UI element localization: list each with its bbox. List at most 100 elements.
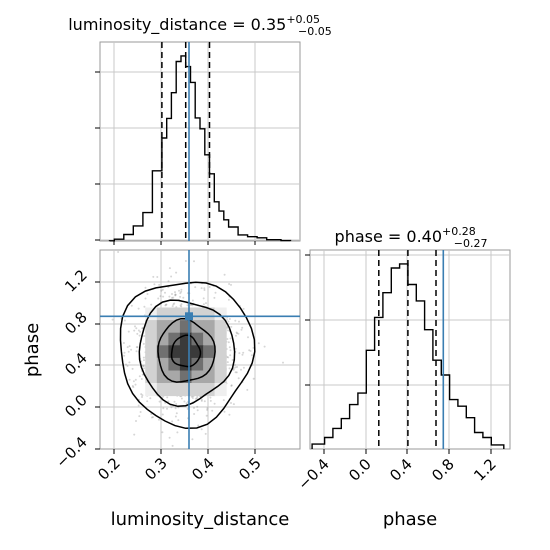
density-cell <box>179 357 192 371</box>
density-cell <box>179 383 192 397</box>
histogram-step <box>108 55 292 242</box>
sample-point <box>174 293 177 296</box>
sample-point <box>196 395 199 398</box>
sample-point <box>158 283 161 286</box>
sample-point <box>139 411 142 413</box>
sample-point <box>242 307 245 310</box>
sample-point <box>200 398 203 401</box>
sample-point <box>138 415 141 418</box>
sample-point <box>227 341 230 344</box>
sample-point <box>205 302 207 305</box>
density-cell <box>156 345 169 359</box>
sample-point <box>143 367 146 370</box>
sample-point <box>143 335 146 337</box>
density-cell <box>203 345 216 359</box>
sample-point <box>131 385 134 387</box>
density-cell <box>191 383 204 397</box>
sample-point <box>252 377 255 380</box>
sample-point <box>247 336 249 339</box>
sample-point <box>227 298 230 301</box>
density-cell <box>145 370 158 384</box>
sample-point <box>179 292 182 295</box>
sample-point <box>137 307 140 310</box>
sample-point <box>111 318 114 321</box>
sample-point <box>127 350 130 353</box>
sample-point <box>137 404 140 407</box>
density-cell <box>214 332 227 346</box>
phase-x-tick-labels: −0.4 0.0 0.4 0.8 1.2 <box>294 455 499 493</box>
density-cell <box>203 320 216 334</box>
sample-point <box>236 332 239 335</box>
sample-point <box>149 397 152 400</box>
sample-point <box>123 351 126 354</box>
sample-point <box>162 407 165 410</box>
x-tick-marks <box>323 449 492 454</box>
sample-point <box>172 303 175 306</box>
sample-point <box>136 346 139 349</box>
sample-point <box>203 287 206 290</box>
sample-point <box>257 342 260 345</box>
sample-point <box>241 353 244 356</box>
sample-point <box>157 297 160 300</box>
y-tick-label: 0.0 <box>61 391 91 421</box>
sample-point <box>176 431 179 434</box>
density-cell <box>179 320 192 334</box>
density-contour <box>157 317 216 383</box>
sample-point <box>191 299 194 302</box>
density-cell <box>191 370 204 384</box>
sample-point <box>235 371 238 374</box>
sample-point <box>161 413 164 416</box>
joint-x-tick-labels: 0.2 0.3 0.4 0.5 <box>94 454 265 484</box>
density-cell <box>156 383 169 397</box>
sample-point <box>223 410 226 413</box>
sample-point <box>175 403 178 405</box>
sample-point <box>230 283 232 286</box>
sample-point <box>146 400 149 403</box>
sample-point <box>223 273 226 276</box>
density-cell <box>214 357 227 371</box>
sample-point <box>194 397 197 400</box>
sample-point <box>150 416 153 419</box>
sample-point <box>168 436 171 439</box>
sample-point <box>161 431 164 434</box>
sample-point <box>185 402 188 405</box>
sample-point <box>235 334 237 337</box>
sample-point <box>138 375 141 378</box>
phase-marginal-title: phase = 0.40+0.28 −0.27 <box>335 225 488 250</box>
sample-point <box>170 406 173 409</box>
x-tick-marks <box>113 449 256 454</box>
sample-point <box>167 400 170 403</box>
sample-point <box>168 267 171 270</box>
sample-point <box>240 328 243 331</box>
sample-point <box>168 295 171 298</box>
joint-x-axis-label: luminosity_distance <box>111 509 290 530</box>
sample-point <box>146 293 149 295</box>
sample-point <box>242 366 245 369</box>
sample-point <box>233 364 236 366</box>
sample-point <box>180 288 183 291</box>
sample-point <box>231 359 234 361</box>
phase-x-axis-label: phase <box>383 509 437 530</box>
sample-point <box>175 412 178 415</box>
sample-point <box>138 334 141 337</box>
density-cell <box>214 307 227 321</box>
sample-point <box>241 326 244 329</box>
sample-point <box>230 325 233 328</box>
density-cell <box>214 345 227 359</box>
x-tick-label: 0.4 <box>386 455 416 485</box>
sample-point <box>122 342 125 344</box>
density-cell <box>145 332 158 346</box>
density-cell <box>168 357 181 371</box>
sample-point <box>230 402 232 404</box>
sample-point <box>194 286 197 289</box>
density-cell <box>156 332 169 346</box>
sample-point <box>193 413 196 415</box>
x-tick-marks <box>113 241 256 245</box>
density-cell <box>145 345 158 359</box>
joint-y-tick-labels: 1.2 0.8 0.4 0.0 −0.4 <box>52 266 90 471</box>
sample-point <box>246 388 249 391</box>
sample-point <box>193 407 195 409</box>
ld-marginal-title: luminosity_distance = 0.35+0.05 −0.05 <box>68 13 332 38</box>
sample-point <box>238 352 241 355</box>
density-cell <box>203 357 216 371</box>
